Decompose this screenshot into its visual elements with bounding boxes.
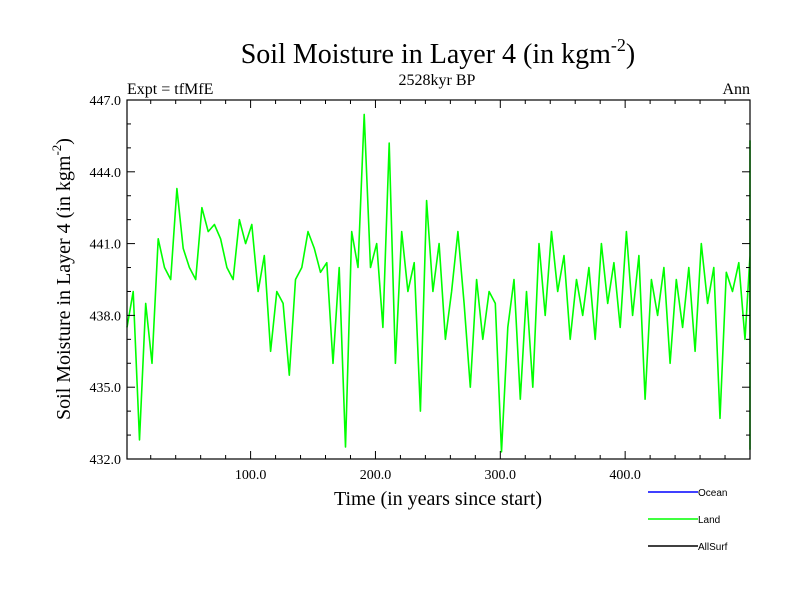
legend-label-allsurf: AllSurf (698, 542, 728, 553)
y-tick-label: 444.0 (90, 166, 122, 181)
series-line-land (126, 113, 751, 453)
y-tick-label: 435.0 (90, 381, 122, 396)
y-tick-label: 438.0 (90, 309, 122, 324)
experiment-label: Expt = tfMfE (127, 81, 213, 98)
y-axis-label: Soil Moisture in Layer 4 (in kgm-2) (49, 138, 75, 420)
x-tick-label: 100.0 (235, 468, 267, 483)
y-tick-label: 441.0 (90, 238, 122, 253)
x-tick-label: 400.0 (609, 468, 641, 483)
x-tick-label: 300.0 (485, 468, 517, 483)
legend: Ocean Land AllSurf (648, 488, 728, 553)
y-tick-label: 447.0 (90, 94, 122, 109)
legend-label-ocean: Ocean (698, 488, 727, 499)
chart-title: Soil Moisture in Layer 4 (in kgm-2) (241, 35, 636, 70)
y-axis-ticks: 432.0 435.0 438.0 441.0 444.0 447.0 (90, 94, 750, 468)
legend-label-land: Land (698, 515, 720, 526)
x-tick-label: 200.0 (360, 468, 392, 483)
season-label: Ann (722, 81, 750, 98)
y-tick-label: 432.0 (90, 453, 122, 468)
chart-subtitle: 2528kyr BP (399, 72, 476, 89)
plot-frame (126, 99, 751, 460)
x-axis-ticks: 100.0 200.0 300.0 400.0 (150, 100, 726, 483)
x-axis-label: Time (in years since start) (334, 488, 542, 510)
series-group (126, 113, 751, 453)
